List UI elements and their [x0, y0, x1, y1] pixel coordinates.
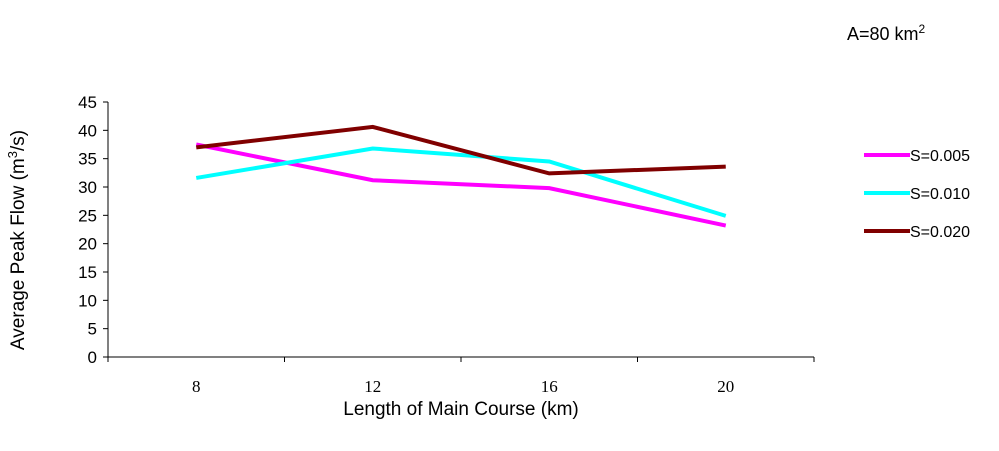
series-layer	[195, 124, 727, 228]
x-axis-title: Length of Main Course (km)	[343, 399, 579, 420]
axes: 0 5 10 15 20 25 30 35 40 45 8 12 16 20	[78, 93, 815, 396]
legend-label: S=0.005	[910, 148, 970, 165]
y-tick-label: 25	[78, 206, 97, 225]
y-tick-label: 45	[78, 93, 97, 112]
series-line-3	[196, 124, 726, 176]
x-tick-label: 20	[717, 377, 734, 396]
y-tick-label: 10	[78, 291, 97, 310]
series-line-2	[195, 146, 727, 218]
y-tick-label: 40	[78, 121, 97, 140]
legend: S=0.005 S=0.010 S=0.020	[864, 148, 970, 241]
x-tick-label: 8	[192, 377, 201, 396]
y-tick-label: 20	[78, 235, 97, 254]
x-tick-label: 16	[541, 377, 558, 396]
legend-label: S=0.020	[910, 224, 970, 241]
y-tick-label: 5	[88, 320, 97, 339]
y-axis-title: Average Peak Flow (m3/s)	[5, 130, 29, 350]
y-tick-label: 35	[78, 150, 97, 169]
y-tick-label: 30	[78, 178, 97, 197]
legend-label: S=0.010	[910, 186, 970, 203]
y-tick-label: 0	[88, 348, 97, 367]
x-tick-label: 12	[364, 377, 381, 396]
area-annotation: A=80 km2	[847, 22, 926, 44]
y-tick-label: 15	[78, 263, 97, 282]
